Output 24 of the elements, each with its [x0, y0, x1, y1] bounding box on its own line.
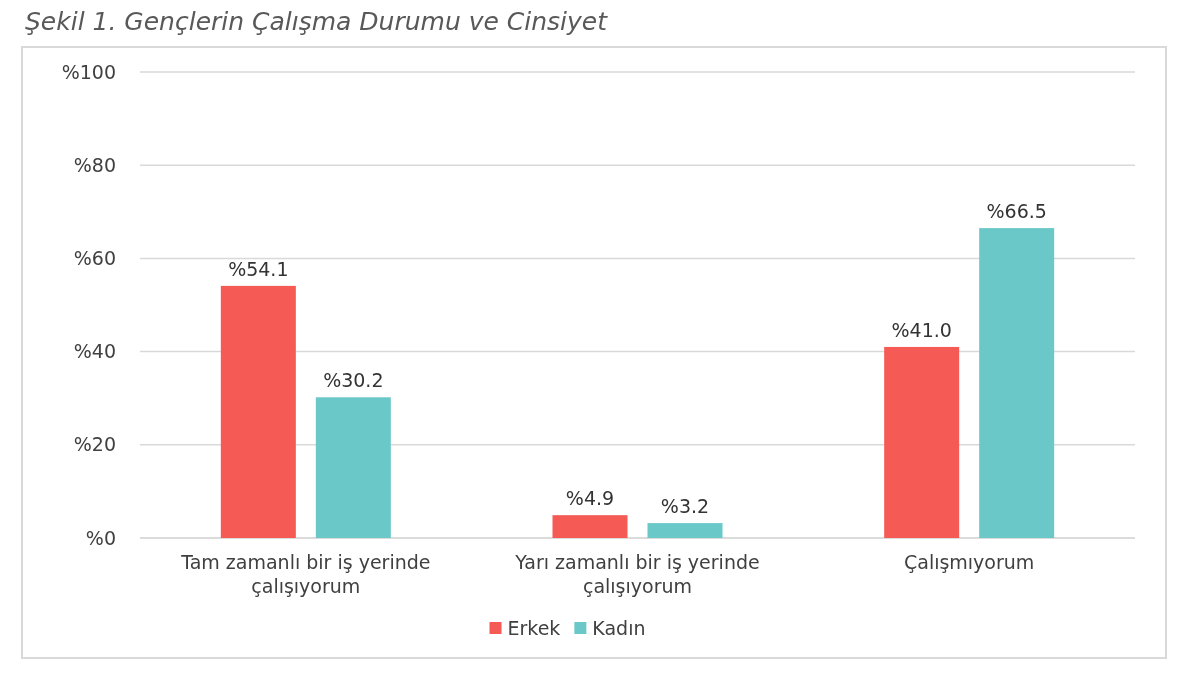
y-tick-label: %0 [85, 526, 116, 549]
bar [647, 523, 723, 538]
x-tick-label: Tam zamanlı bir iş yerinde çalışıyorum [180, 551, 431, 597]
bar [979, 228, 1055, 538]
chart-title: Şekil 1. Gençlerin Çalışma Durumu ve Cinsiyet [25, 7, 609, 36]
data-label: %54.1 [228, 257, 289, 280]
y-tick-label: %60 [73, 246, 116, 269]
bar [552, 515, 628, 538]
data-label: %4.9 [565, 487, 615, 510]
x-tick-label: Çalışmıyorum [903, 551, 1035, 573]
data-label: %66.5 [986, 200, 1047, 223]
legend-label: Erkek [507, 617, 561, 639]
bar [220, 285, 296, 538]
y-tick-label: %80 [73, 153, 116, 176]
data-label: %41.0 [891, 318, 952, 341]
data-label: %30.2 [323, 369, 384, 392]
bar [315, 397, 391, 538]
data-label: %3.2 [660, 495, 710, 518]
y-tick-label: %100 [61, 60, 116, 83]
bar [884, 346, 960, 538]
x-tick-label: Yarı zamanlı bir iş yerinde çalışıyorum [514, 551, 760, 597]
y-tick-label: %20 [73, 433, 116, 456]
legend-label: Kadın [592, 617, 646, 639]
y-tick-label: %40 [73, 340, 116, 363]
